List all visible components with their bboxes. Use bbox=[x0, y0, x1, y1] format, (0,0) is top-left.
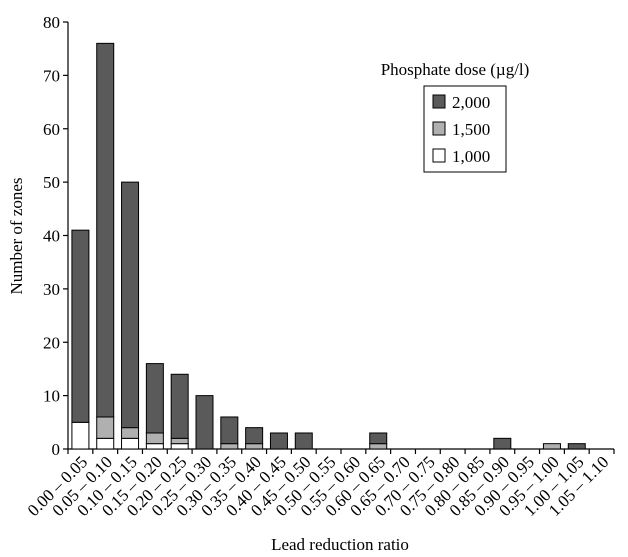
bar-segment bbox=[121, 437, 140, 450]
bar-segment bbox=[121, 427, 140, 439]
legend-label: 1,000 bbox=[452, 147, 490, 166]
legend-title: Phosphate dose (µg/l) bbox=[381, 60, 530, 79]
bar-segment bbox=[220, 443, 239, 450]
legend-swatch bbox=[432, 94, 446, 109]
bar-segment bbox=[71, 421, 90, 450]
bar-segment bbox=[245, 443, 264, 450]
legend-label: 2,000 bbox=[452, 93, 490, 112]
bar-segment bbox=[96, 416, 115, 439]
bar-segment bbox=[493, 437, 512, 450]
y-tick-label: 30 bbox=[43, 280, 60, 299]
y-tick-label: 10 bbox=[43, 387, 60, 406]
y-axis-label: Number of zones bbox=[7, 177, 26, 294]
bar-segment bbox=[170, 437, 189, 445]
bar-segment bbox=[145, 363, 164, 434]
y-tick-label: 60 bbox=[43, 120, 60, 139]
bar-segment bbox=[269, 432, 288, 450]
legend-swatch bbox=[432, 148, 446, 163]
bar-segment bbox=[294, 432, 313, 450]
bar-segment bbox=[170, 373, 189, 439]
y-tick-label: 50 bbox=[43, 173, 60, 192]
bar-segment bbox=[567, 443, 586, 450]
legend-label: 1,500 bbox=[452, 120, 490, 139]
y-tick-label: 40 bbox=[43, 227, 60, 246]
bar-segment bbox=[195, 395, 214, 450]
bar-segment bbox=[145, 443, 164, 450]
bar-segment bbox=[145, 432, 164, 445]
bar-segment bbox=[542, 443, 561, 450]
y-tick-label: 20 bbox=[43, 333, 60, 352]
x-axis-label: Lead reduction ratio bbox=[271, 535, 409, 554]
bar-segment bbox=[369, 443, 388, 450]
bar-segment bbox=[369, 432, 388, 445]
bar-segment bbox=[121, 181, 140, 429]
bar-segment bbox=[220, 416, 239, 445]
legend-swatch bbox=[432, 121, 446, 136]
bar-segment bbox=[96, 42, 115, 418]
y-tick-label: 0 bbox=[52, 440, 61, 459]
bar-segment bbox=[245, 427, 264, 445]
bar-segment bbox=[170, 443, 189, 450]
bar-segment bbox=[96, 437, 115, 450]
y-tick-label: 80 bbox=[43, 13, 60, 32]
bar-segment bbox=[71, 229, 90, 423]
y-tick-label: 70 bbox=[43, 66, 60, 85]
